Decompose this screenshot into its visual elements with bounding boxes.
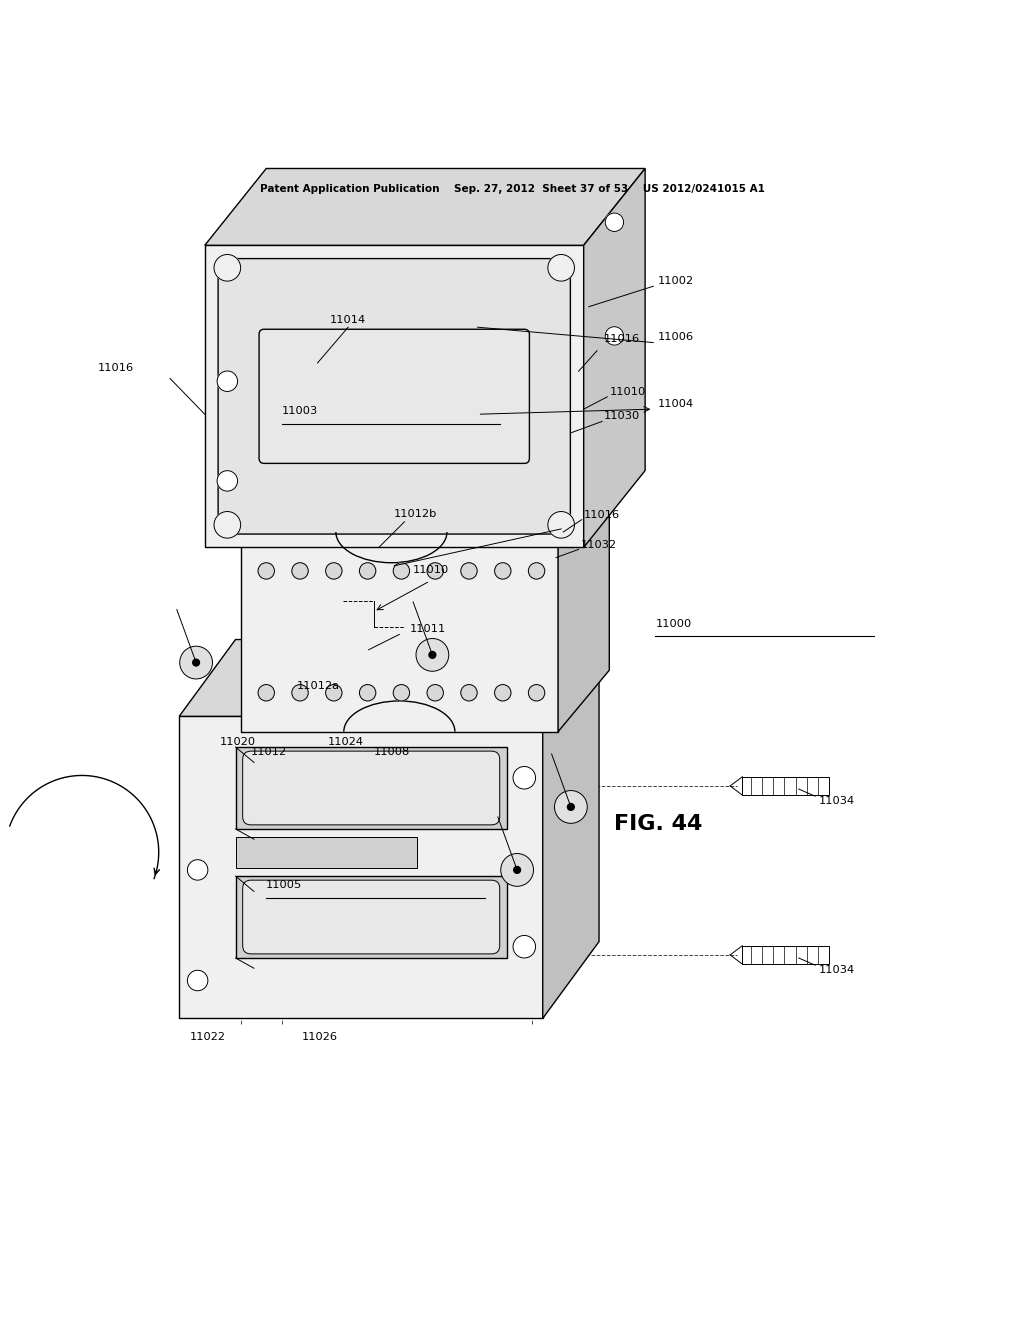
Text: 11020: 11020 [220,737,256,747]
Circle shape [217,371,238,392]
Text: 11026: 11026 [302,1032,338,1041]
Text: 11004: 11004 [657,399,693,409]
Text: Patent Application Publication    Sep. 27, 2012  Sheet 37 of 53    US 2012/02410: Patent Application Publication Sep. 27, … [259,183,765,194]
Circle shape [528,685,545,701]
Circle shape [427,685,443,701]
FancyBboxPatch shape [243,880,500,954]
Polygon shape [584,169,645,548]
Circle shape [513,866,521,874]
Text: 11006: 11006 [657,333,693,342]
Circle shape [461,562,477,579]
Text: 11010: 11010 [609,387,645,397]
Text: 11005: 11005 [266,880,302,890]
Circle shape [359,685,376,701]
FancyBboxPatch shape [218,259,570,535]
Polygon shape [179,639,599,717]
Circle shape [187,970,208,991]
Circle shape [258,685,274,701]
Bar [241,532,558,731]
Text: 11016: 11016 [584,510,620,520]
Circle shape [217,471,238,491]
Circle shape [495,562,511,579]
Circle shape [605,326,624,345]
Polygon shape [205,169,645,246]
Bar [236,747,507,829]
Circle shape [393,685,410,701]
Text: 11024: 11024 [328,737,364,747]
Circle shape [214,512,241,539]
Text: 11011: 11011 [410,624,445,635]
Circle shape [359,562,376,579]
Circle shape [326,685,342,701]
Circle shape [513,767,536,789]
Circle shape [461,685,477,701]
Bar [236,837,418,867]
Text: 11032: 11032 [581,540,616,550]
Circle shape [548,512,574,539]
Text: 11003: 11003 [282,407,317,416]
Circle shape [555,791,588,824]
Text: 11014: 11014 [330,315,367,325]
Circle shape [193,659,201,667]
Circle shape [548,255,574,281]
Bar [205,246,584,548]
Text: 11012a: 11012a [297,681,340,690]
Circle shape [567,803,575,810]
Circle shape [180,647,213,678]
Text: 11012: 11012 [251,747,287,758]
Bar [742,776,829,795]
Polygon shape [543,639,599,1019]
Polygon shape [241,470,609,532]
Text: FIG. 44: FIG. 44 [614,814,702,834]
Circle shape [605,213,624,231]
Circle shape [513,936,536,958]
FancyBboxPatch shape [259,329,529,463]
Circle shape [292,562,308,579]
Circle shape [528,562,545,579]
Circle shape [187,859,208,880]
Circle shape [501,854,534,886]
Text: 11034: 11034 [819,965,855,975]
Circle shape [326,562,342,579]
Text: 11034: 11034 [819,796,855,807]
Circle shape [416,639,449,672]
Text: 11010: 11010 [414,565,450,576]
Circle shape [428,651,436,659]
Bar [179,717,543,1019]
Text: 11016: 11016 [604,334,640,345]
Bar [742,945,829,964]
Bar [236,876,507,958]
Circle shape [292,685,308,701]
Circle shape [495,685,511,701]
Circle shape [214,255,241,281]
Text: 11000: 11000 [655,619,691,630]
Text: 11016: 11016 [97,363,133,374]
Circle shape [258,562,274,579]
FancyBboxPatch shape [243,751,500,825]
Polygon shape [558,470,609,731]
Text: 11022: 11022 [189,1032,225,1041]
Text: 11030: 11030 [604,412,640,421]
Text: 11012b: 11012b [394,508,437,519]
Text: 11008: 11008 [374,747,410,758]
Circle shape [393,562,410,579]
Text: 11002: 11002 [657,276,693,286]
Circle shape [427,562,443,579]
